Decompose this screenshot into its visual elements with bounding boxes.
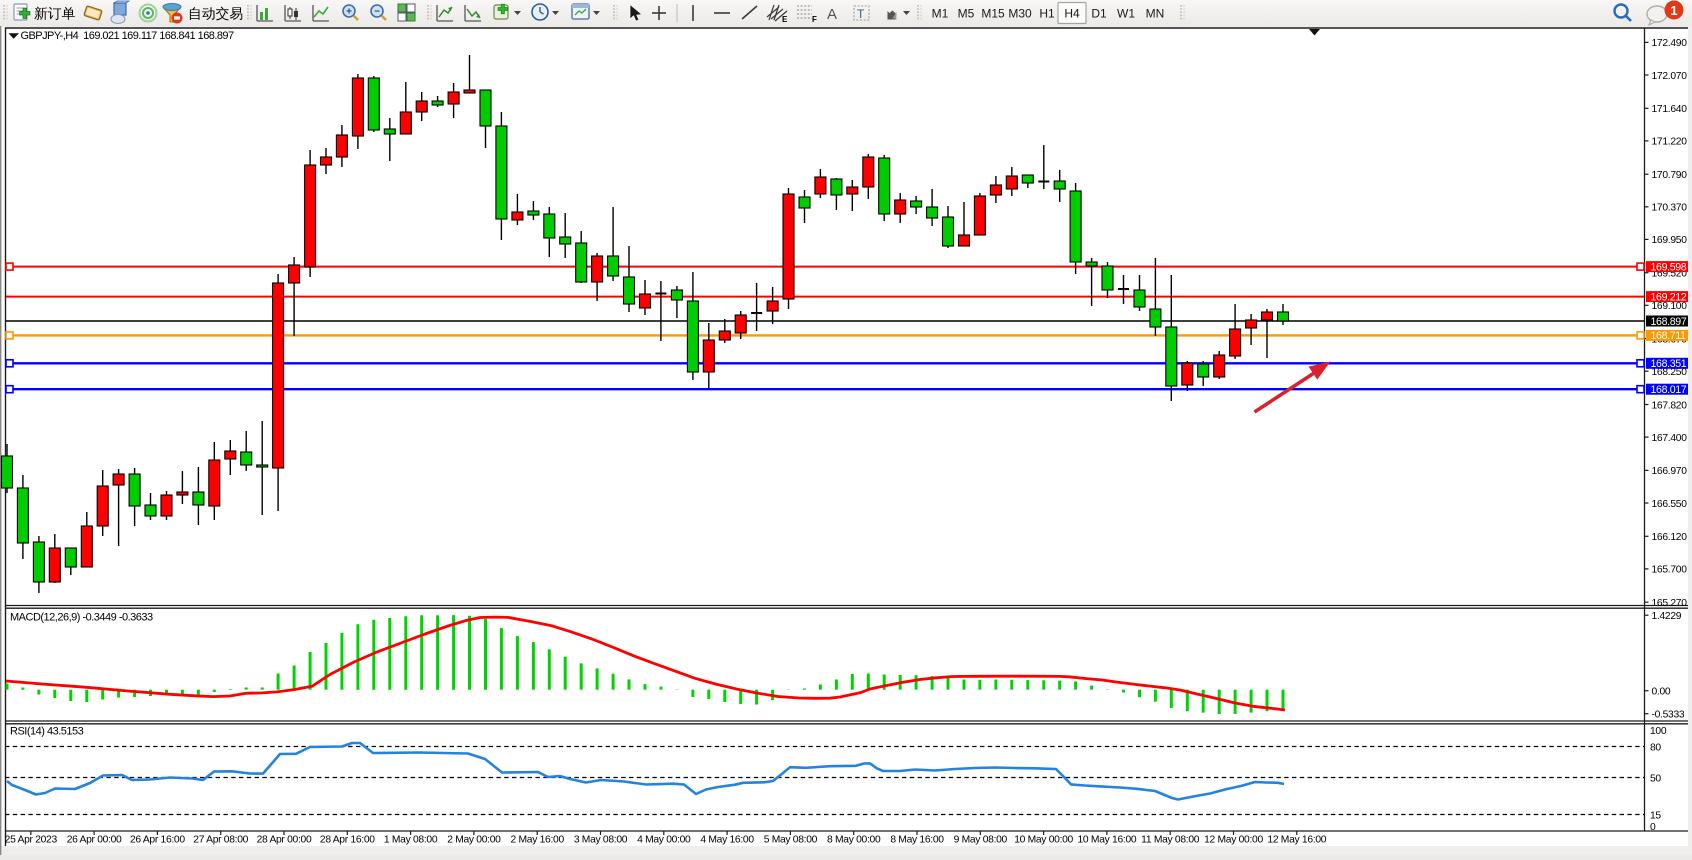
svg-text:10 May 00:00: 10 May 00:00: [1014, 835, 1073, 846]
svg-text:170.790: 170.790: [1652, 170, 1688, 181]
svg-text:M5: M5: [958, 7, 975, 21]
svg-text:50: 50: [1650, 773, 1661, 784]
svg-text:1 May 08:00: 1 May 08:00: [384, 835, 438, 846]
svg-text:170.370: 170.370: [1652, 203, 1688, 214]
svg-text:12 May 16:00: 12 May 16:00: [1267, 835, 1326, 846]
svg-text:4 May 16:00: 4 May 16:00: [700, 835, 754, 846]
svg-text:-0.5333: -0.5333: [1652, 710, 1685, 721]
svg-text:0: 0: [1650, 822, 1656, 833]
svg-text:0.00: 0.00: [1652, 687, 1671, 698]
svg-text:167.400: 167.400: [1652, 433, 1688, 444]
svg-text:169.212: 169.212: [1651, 291, 1687, 303]
svg-text:27 Apr 08:00: 27 Apr 08:00: [193, 835, 248, 846]
svg-text:166.970: 166.970: [1652, 466, 1688, 477]
svg-text:11 May 08:00: 11 May 08:00: [1141, 835, 1200, 846]
svg-text:100: 100: [1650, 726, 1667, 737]
svg-text:15: 15: [1650, 810, 1661, 821]
svg-text:169.598: 169.598: [1651, 261, 1687, 273]
svg-text:F: F: [812, 15, 817, 24]
svg-text:A: A: [827, 6, 837, 23]
svg-text:5 May 08:00: 5 May 08:00: [764, 835, 818, 846]
svg-text:3 May 08:00: 3 May 08:00: [574, 835, 628, 846]
svg-text:12 May 00:00: 12 May 00:00: [1204, 835, 1263, 846]
svg-text:W1: W1: [1117, 7, 1135, 21]
svg-text:168.711: 168.711: [1651, 330, 1687, 342]
svg-text:T: T: [857, 7, 865, 21]
svg-text:26 Apr 00:00: 26 Apr 00:00: [67, 835, 122, 846]
svg-text:GBPJPY-,H4 169.021 169.117 16: GBPJPY-,H4 169.021 169.117 168.841 168.8…: [21, 30, 234, 42]
svg-text:172.490: 172.490: [1652, 38, 1688, 49]
svg-text:10 May 16:00: 10 May 16:00: [1078, 835, 1137, 846]
svg-text:166.120: 166.120: [1652, 532, 1688, 543]
svg-text:8 May 00:00: 8 May 00:00: [827, 835, 881, 846]
svg-text:25 Apr 2023: 25 Apr 2023: [5, 835, 58, 846]
svg-text:168.351: 168.351: [1651, 358, 1687, 370]
svg-text:M15: M15: [981, 7, 1005, 21]
svg-text:169.100: 169.100: [1652, 301, 1688, 312]
svg-text:165.700: 165.700: [1652, 565, 1688, 576]
svg-text:168.897: 168.897: [1651, 316, 1687, 328]
svg-text:167.820: 167.820: [1652, 400, 1688, 411]
svg-text:8 May 16:00: 8 May 16:00: [890, 835, 944, 846]
svg-text:2 May 16:00: 2 May 16:00: [511, 835, 565, 846]
svg-text:166.550: 166.550: [1652, 499, 1688, 510]
svg-text:E: E: [782, 15, 788, 24]
svg-text:H1: H1: [1039, 7, 1055, 21]
svg-text:168.017: 168.017: [1651, 384, 1687, 396]
svg-text:2 May 00:00: 2 May 00:00: [447, 835, 501, 846]
svg-text:171.640: 171.640: [1652, 104, 1688, 115]
svg-text:172.070: 172.070: [1652, 71, 1688, 82]
svg-text:1.4229: 1.4229: [1652, 611, 1682, 622]
svg-text:28 Apr 16:00: 28 Apr 16:00: [320, 835, 375, 846]
svg-text:+: +: [346, 7, 352, 18]
svg-text:D1: D1: [1091, 7, 1107, 21]
svg-text:M1: M1: [932, 7, 949, 21]
svg-text:RSI(14) 43.5153: RSI(14) 43.5153: [10, 726, 84, 738]
svg-text:H4: H4: [1064, 7, 1080, 21]
svg-text:165.270: 165.270: [1652, 598, 1688, 609]
svg-text:28 Apr 00:00: 28 Apr 00:00: [257, 835, 312, 846]
svg-text:169.950: 169.950: [1652, 235, 1688, 246]
svg-text:MN: MN: [1146, 7, 1165, 21]
svg-text:M30: M30: [1008, 7, 1032, 21]
svg-text:171.220: 171.220: [1652, 137, 1688, 148]
svg-text:9 May 08:00: 9 May 08:00: [954, 835, 1008, 846]
svg-text:MACD(12,26,9) -0.3449 -0.3633: MACD(12,26,9) -0.3449 -0.3633: [10, 612, 153, 624]
svg-text:4 May 00:00: 4 May 00:00: [637, 835, 691, 846]
svg-text:26 Apr 16:00: 26 Apr 16:00: [130, 835, 185, 846]
svg-text:1: 1: [1670, 3, 1677, 18]
svg-text:169.520: 169.520: [1652, 269, 1688, 280]
svg-text:80: 80: [1650, 742, 1661, 753]
svg-text:−: −: [374, 7, 380, 18]
svg-text:168.250: 168.250: [1652, 367, 1688, 378]
